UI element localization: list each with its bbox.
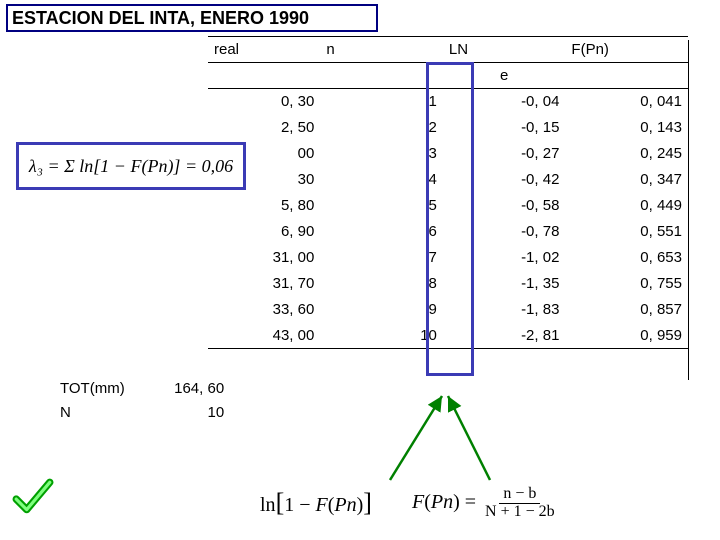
subheader-e: e <box>443 63 566 89</box>
lambda-formula: λ₃ = Σ ln[1 − F(Pn)] = 0,06 <box>29 156 233 177</box>
bottom-formulas: ln[1 − F(Pn)] F(Pn) = n − b N + 1 − 2b <box>260 476 690 530</box>
slide-title: ESTACION DEL INTA, ENERO 1990 <box>6 4 378 32</box>
table-row: 304-0, 420, 347 <box>208 167 688 193</box>
col-n: n <box>320 37 443 63</box>
summary-block: TOT(mm) 164, 60 N 10 <box>60 380 224 428</box>
table-row: 0, 301-0, 040, 041 <box>208 89 688 115</box>
fpn-numer: n − b <box>499 486 540 504</box>
table-row: 31, 708-1, 350, 755 <box>208 271 688 297</box>
table-row: 43, 0010-2, 810, 959 <box>208 323 688 349</box>
lambda-formula-box: λ₃ = Σ ln[1 − F(Pn)] = 0,06 <box>16 142 246 190</box>
table-row: 6, 906-0, 780, 551 <box>208 219 688 245</box>
table-row: 5, 805-0, 580, 449 <box>208 193 688 219</box>
checkmark-icon <box>12 476 54 518</box>
right-border-rule <box>688 40 689 380</box>
data-table: real n LN F(Pn) e 0, 301-0, 040, 041 2, … <box>208 36 688 349</box>
summary-n-value: 10 <box>154 404 224 421</box>
col-real: real <box>208 37 320 63</box>
summary-tot-value: 164, 60 <box>154 380 224 397</box>
table-body: 0, 301-0, 040, 041 2, 502-0, 150, 143 00… <box>208 89 688 349</box>
formula-fpn: F(Pn) = n − b N + 1 − 2b <box>412 486 559 521</box>
table-header-row: real n LN F(Pn) <box>208 37 688 63</box>
fpn-denom: N + 1 − 2b <box>481 504 559 521</box>
table-row: 2, 502-0, 150, 143 <box>208 115 688 141</box>
arrow-right-icon <box>430 390 510 490</box>
slide-title-text: ESTACION DEL INTA, ENERO 1990 <box>12 8 309 29</box>
table-row: 33, 609-1, 830, 857 <box>208 297 688 323</box>
table-row: 003-0, 270, 245 <box>208 141 688 167</box>
table-row: 31, 007-1, 020, 653 <box>208 245 688 271</box>
col-fpn: F(Pn) <box>565 37 688 63</box>
summary-n-label: N <box>60 404 150 421</box>
arrow-left-icon <box>380 390 460 490</box>
table-subheader-row: e <box>208 63 688 89</box>
summary-tot-label: TOT(mm) <box>60 380 150 397</box>
col-ln: LN <box>443 37 566 63</box>
formula-ln: ln[1 − F(Pn)] <box>260 488 372 518</box>
